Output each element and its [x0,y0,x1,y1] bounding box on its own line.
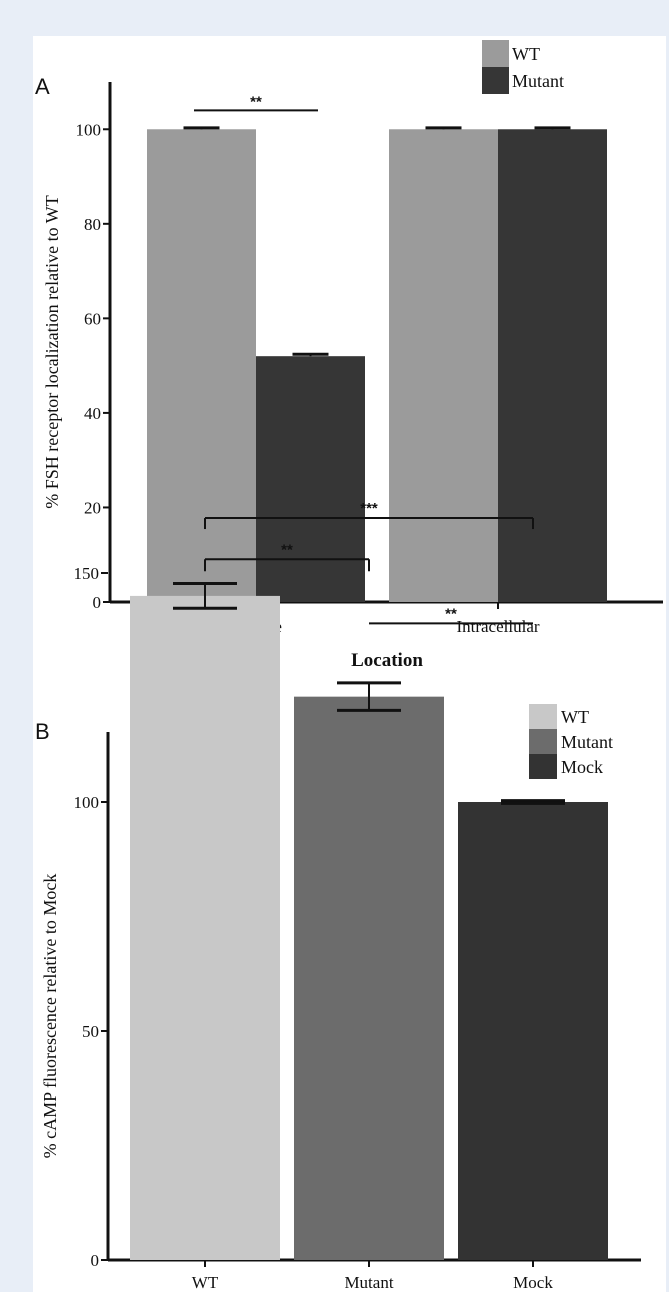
y-tick-label-b: 150 [74,564,100,583]
legend-label-wt: WT [561,707,589,727]
legend-swatch-wt [482,40,509,67]
legend-label-mutant: Mutant [512,71,564,91]
bar-mock [458,802,608,1260]
x-axis-title-a: Location [351,650,423,671]
y-axis-title-b: % cAMP fluorescence relative to Mock [40,874,60,1159]
legend-swatch-mock [529,754,557,779]
significance-label-a: ** [250,93,262,110]
legend-swatch-mutant [529,729,557,754]
chart-figure: A020406080100SurfaceIntracellularLocatio… [35,40,663,1292]
bar-mutant [294,696,444,1260]
bar-wt [130,595,280,1260]
panel-label-a: A [35,74,50,99]
x-tick-label-b: Mutant [344,1273,393,1292]
legend-label-mutant: Mutant [561,732,613,752]
x-tick-label-b: Mock [513,1273,553,1292]
significance-label-b: *** [360,500,378,517]
y-tick-label-a: 80 [84,215,101,234]
legend-swatch-wt [529,704,557,729]
y-tick-label-a: 20 [84,498,101,517]
y-tick-label-b: 0 [91,1251,100,1270]
bar-mutant-intracellular [498,129,607,602]
x-tick-label-a: Intracellular [456,617,539,636]
figure-panel: A020406080100SurfaceIntracellularLocatio… [33,36,666,1292]
x-tick-label-b: WT [192,1273,219,1292]
significance-label-b: ** [281,541,293,558]
y-tick-label-a: 60 [84,309,101,328]
y-tick-label-b: 100 [74,793,100,812]
y-tick-label-a: 100 [76,120,102,139]
y-tick-label-a: 0 [93,593,102,612]
bar-wt-intracellular [389,129,498,602]
bar-wt-surface [147,129,256,602]
legend-swatch-mutant [482,67,509,94]
legend-label-mock: Mock [561,757,603,777]
panel-label-b: B [35,719,50,744]
y-tick-label-b: 50 [82,1022,99,1041]
significance-label-b: ** [445,605,457,622]
y-tick-label-a: 40 [84,404,101,423]
bar-mutant-surface [256,356,365,602]
legend-label-wt: WT [512,44,540,64]
y-axis-title-a: % FSH receptor localization relative to … [42,195,62,509]
